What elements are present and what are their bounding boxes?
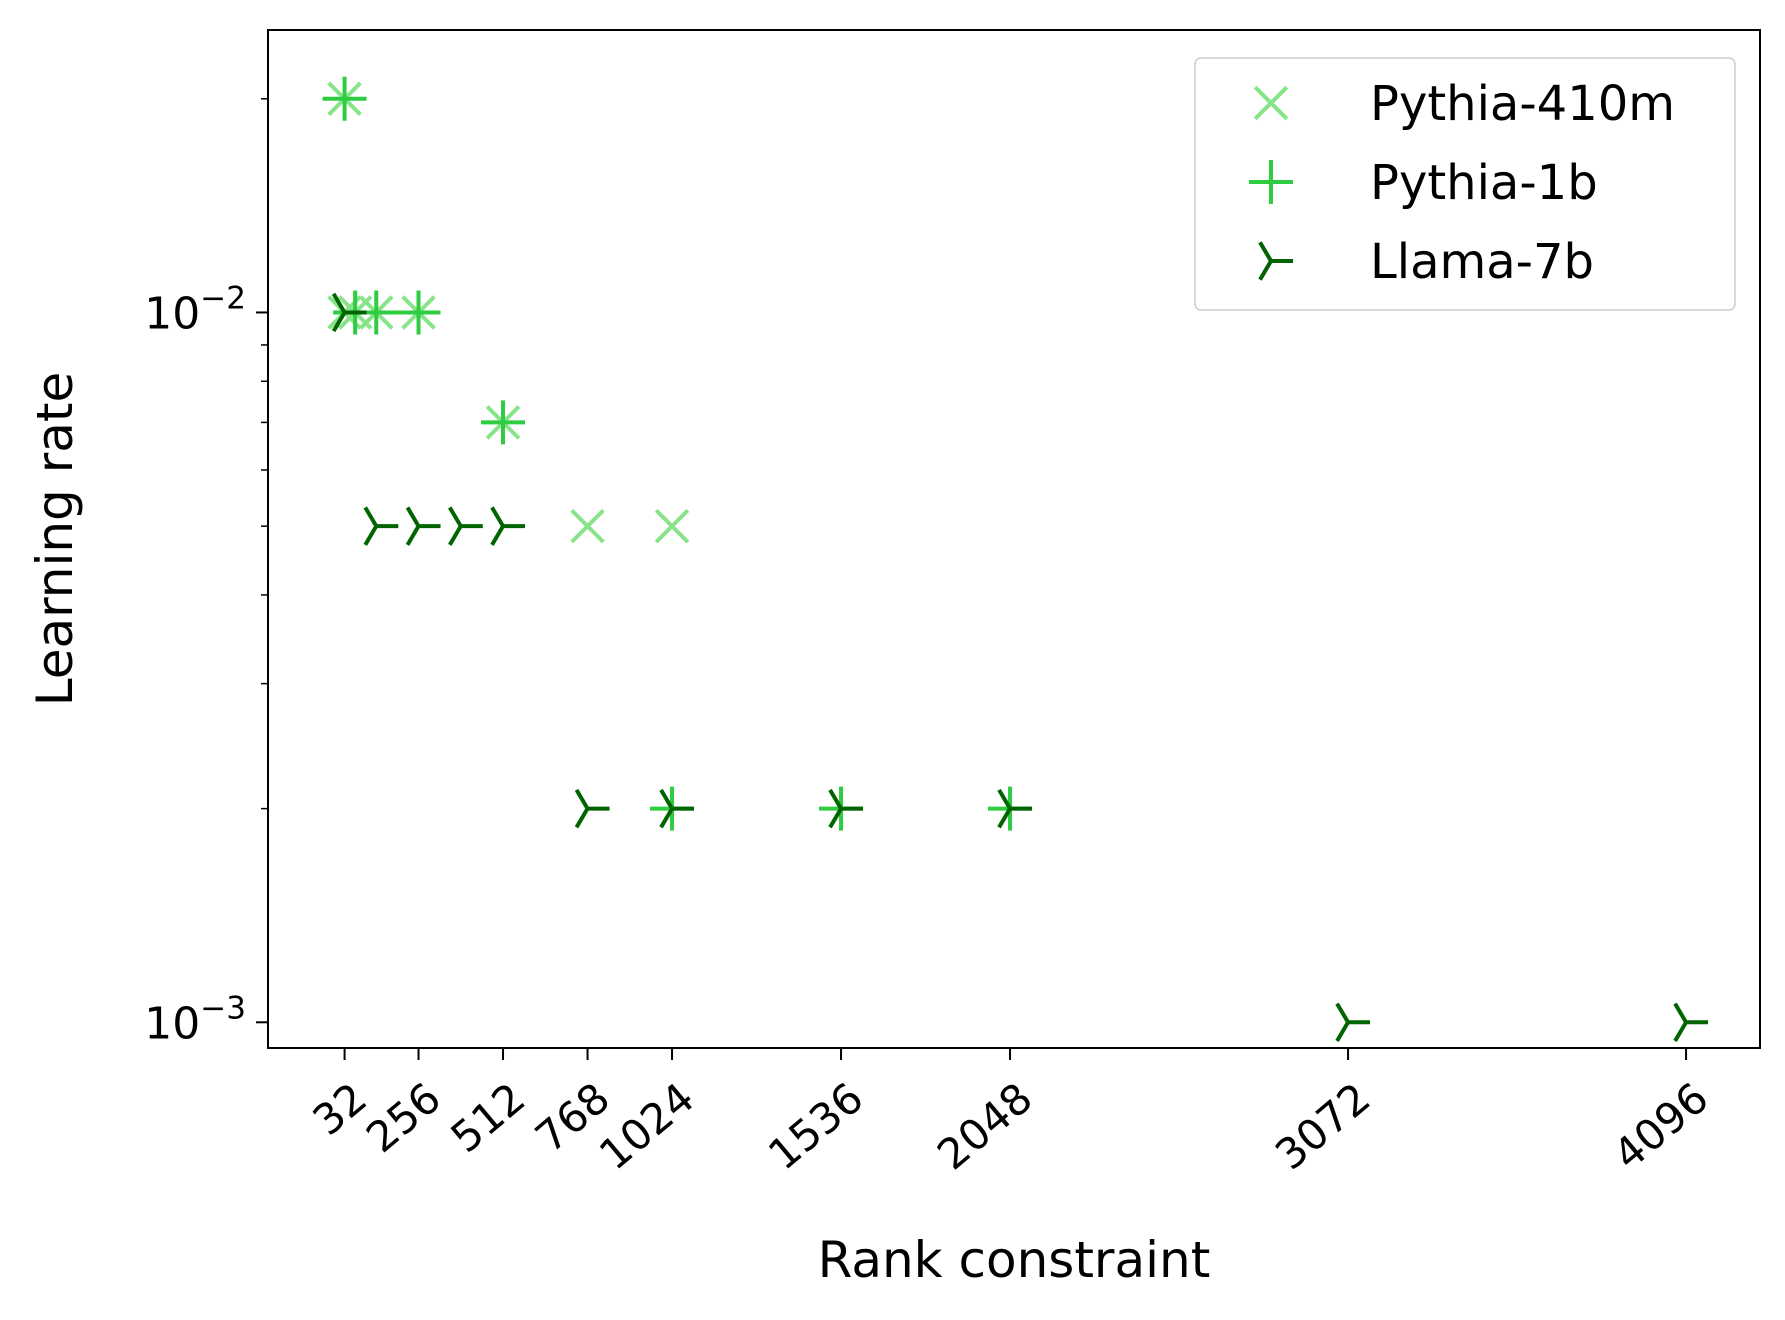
points-layer	[322, 76, 1709, 1043]
y-tick-label: 10−3	[144, 990, 246, 1049]
legend-marker-+	[1249, 160, 1293, 204]
data-point-+	[322, 76, 367, 121]
plot-frame	[267, 29, 1761, 1049]
data-point-tri	[1335, 1002, 1371, 1043]
data-point-tri	[405, 506, 441, 546]
legend-label: Llama-7b	[1370, 234, 1594, 290]
y-tick-base: 10	[144, 998, 200, 1049]
x-tick-label: 2048	[928, 1073, 1041, 1179]
data-point-tri	[659, 788, 695, 829]
x-tick-label: 4096	[1604, 1073, 1717, 1179]
y-tick-label: 10−2	[144, 280, 246, 339]
legend: Pythia-410m Pythia-1b Llama-7b	[1194, 57, 1736, 311]
data-point-x	[570, 508, 605, 544]
data-point-+	[481, 400, 526, 445]
legend-marker-x	[1253, 85, 1289, 121]
data-point-tri	[828, 788, 864, 829]
x-tick-label: 256	[357, 1073, 450, 1162]
data-point-tri	[331, 292, 367, 333]
x-tick-label: 1024	[590, 1073, 703, 1179]
y-tick-exponent: −3	[200, 990, 246, 1026]
x-axis-label: Rank constraint	[818, 1231, 1211, 1289]
x-tick-label: 1536	[759, 1073, 872, 1179]
y-axis-label: Learning rate	[26, 372, 84, 707]
data-point-+	[396, 290, 441, 335]
data-point-tri	[363, 506, 399, 546]
data-point-x	[654, 508, 690, 544]
x-tick-label: 3072	[1266, 1073, 1379, 1179]
y-tick-base: 10	[144, 288, 200, 339]
data-point-tri	[490, 506, 526, 546]
data-point-tri	[997, 788, 1033, 829]
legend-marker-tri	[1258, 241, 1293, 281]
x-tick-label: 512	[442, 1073, 535, 1162]
data-point-tri	[448, 506, 483, 546]
y-tick-exponent: −2	[200, 280, 246, 316]
legend-label: Pythia-410m	[1370, 76, 1675, 132]
data-point-tri	[1673, 1002, 1709, 1043]
data-point-tri	[574, 788, 610, 829]
legend-box	[1194, 57, 1736, 311]
legend-label: Pythia-1b	[1370, 155, 1598, 211]
